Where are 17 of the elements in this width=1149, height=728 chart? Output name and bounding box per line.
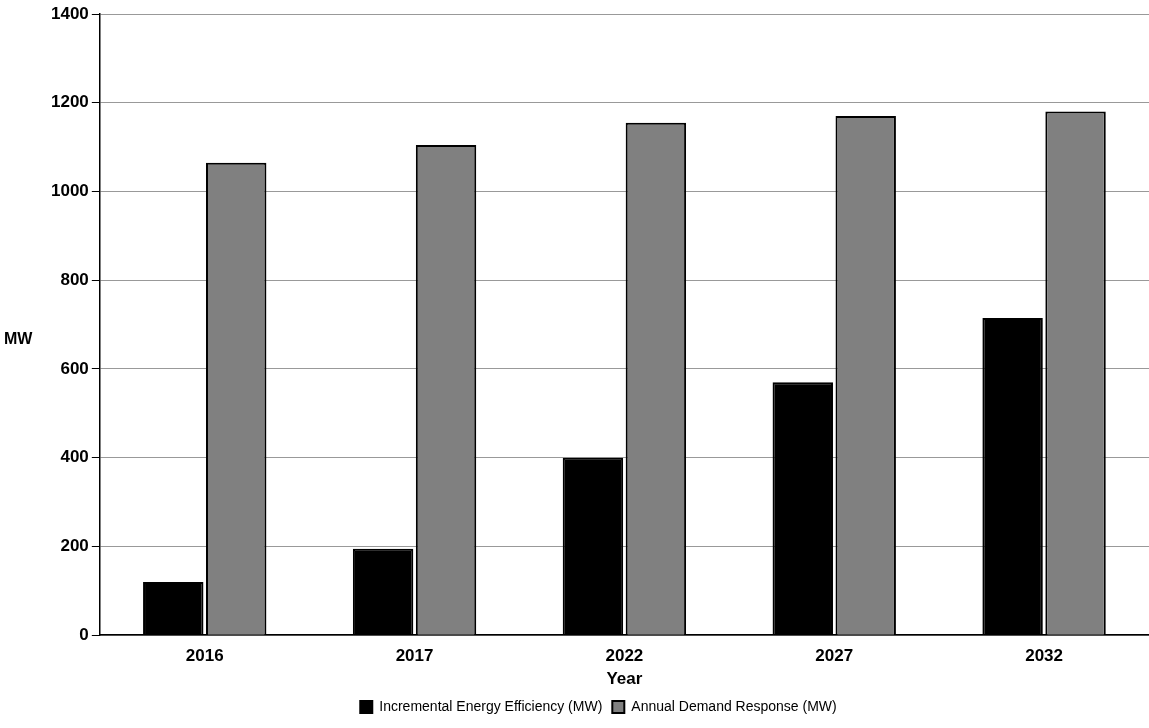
legend-label: Annual Demand Response (MW)	[631, 697, 837, 714]
legend-label: Incremental Energy Efficiency (MW)	[379, 697, 603, 714]
y-tick-label: 1200	[50, 92, 89, 112]
x-tick-label: 2027	[815, 646, 854, 666]
y-tick-label: 200	[60, 536, 89, 556]
y-tick-label: 600	[60, 358, 89, 378]
x-axis-title: Year	[606, 669, 643, 689]
y-tick-label: 800	[60, 269, 89, 289]
x-tick-label: 2017	[395, 646, 434, 666]
y-tick-label: 400	[60, 447, 89, 467]
x-tick-label: 2016	[185, 646, 224, 666]
y-tick-label: 1400	[50, 3, 89, 23]
y-tick-label: 0	[79, 624, 89, 644]
x-tick-label: 2032	[1025, 646, 1063, 666]
y-tick-label: 1000	[50, 181, 89, 201]
x-tick-label: 2022	[605, 646, 644, 666]
y-axis-title: MW	[4, 330, 34, 348]
